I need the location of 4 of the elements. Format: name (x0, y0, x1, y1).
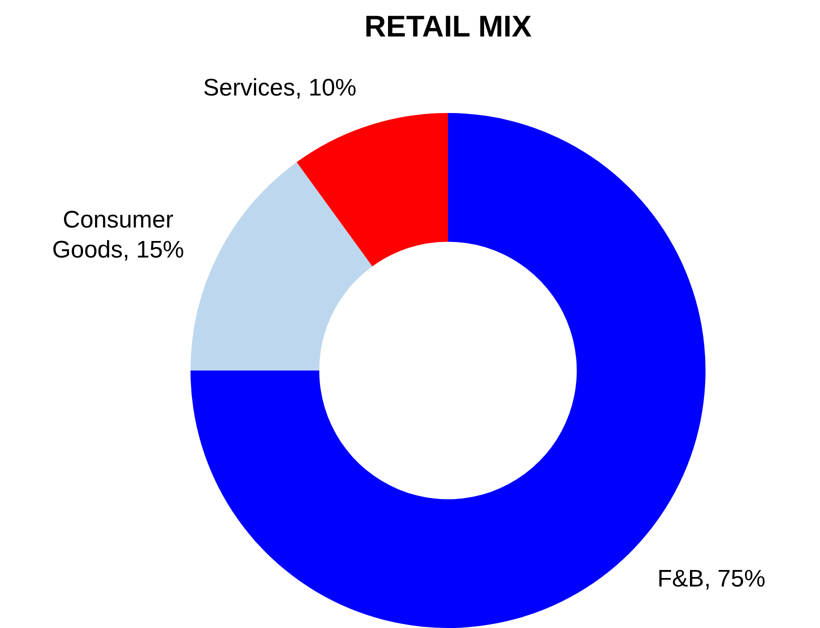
slice-label: F&B, 75% (657, 566, 766, 593)
slice-label: Services, 10% (203, 74, 356, 102)
slice-label: Consumer Goods, 15% (52, 206, 184, 264)
chart-title: RETAIL MIX (364, 10, 532, 44)
